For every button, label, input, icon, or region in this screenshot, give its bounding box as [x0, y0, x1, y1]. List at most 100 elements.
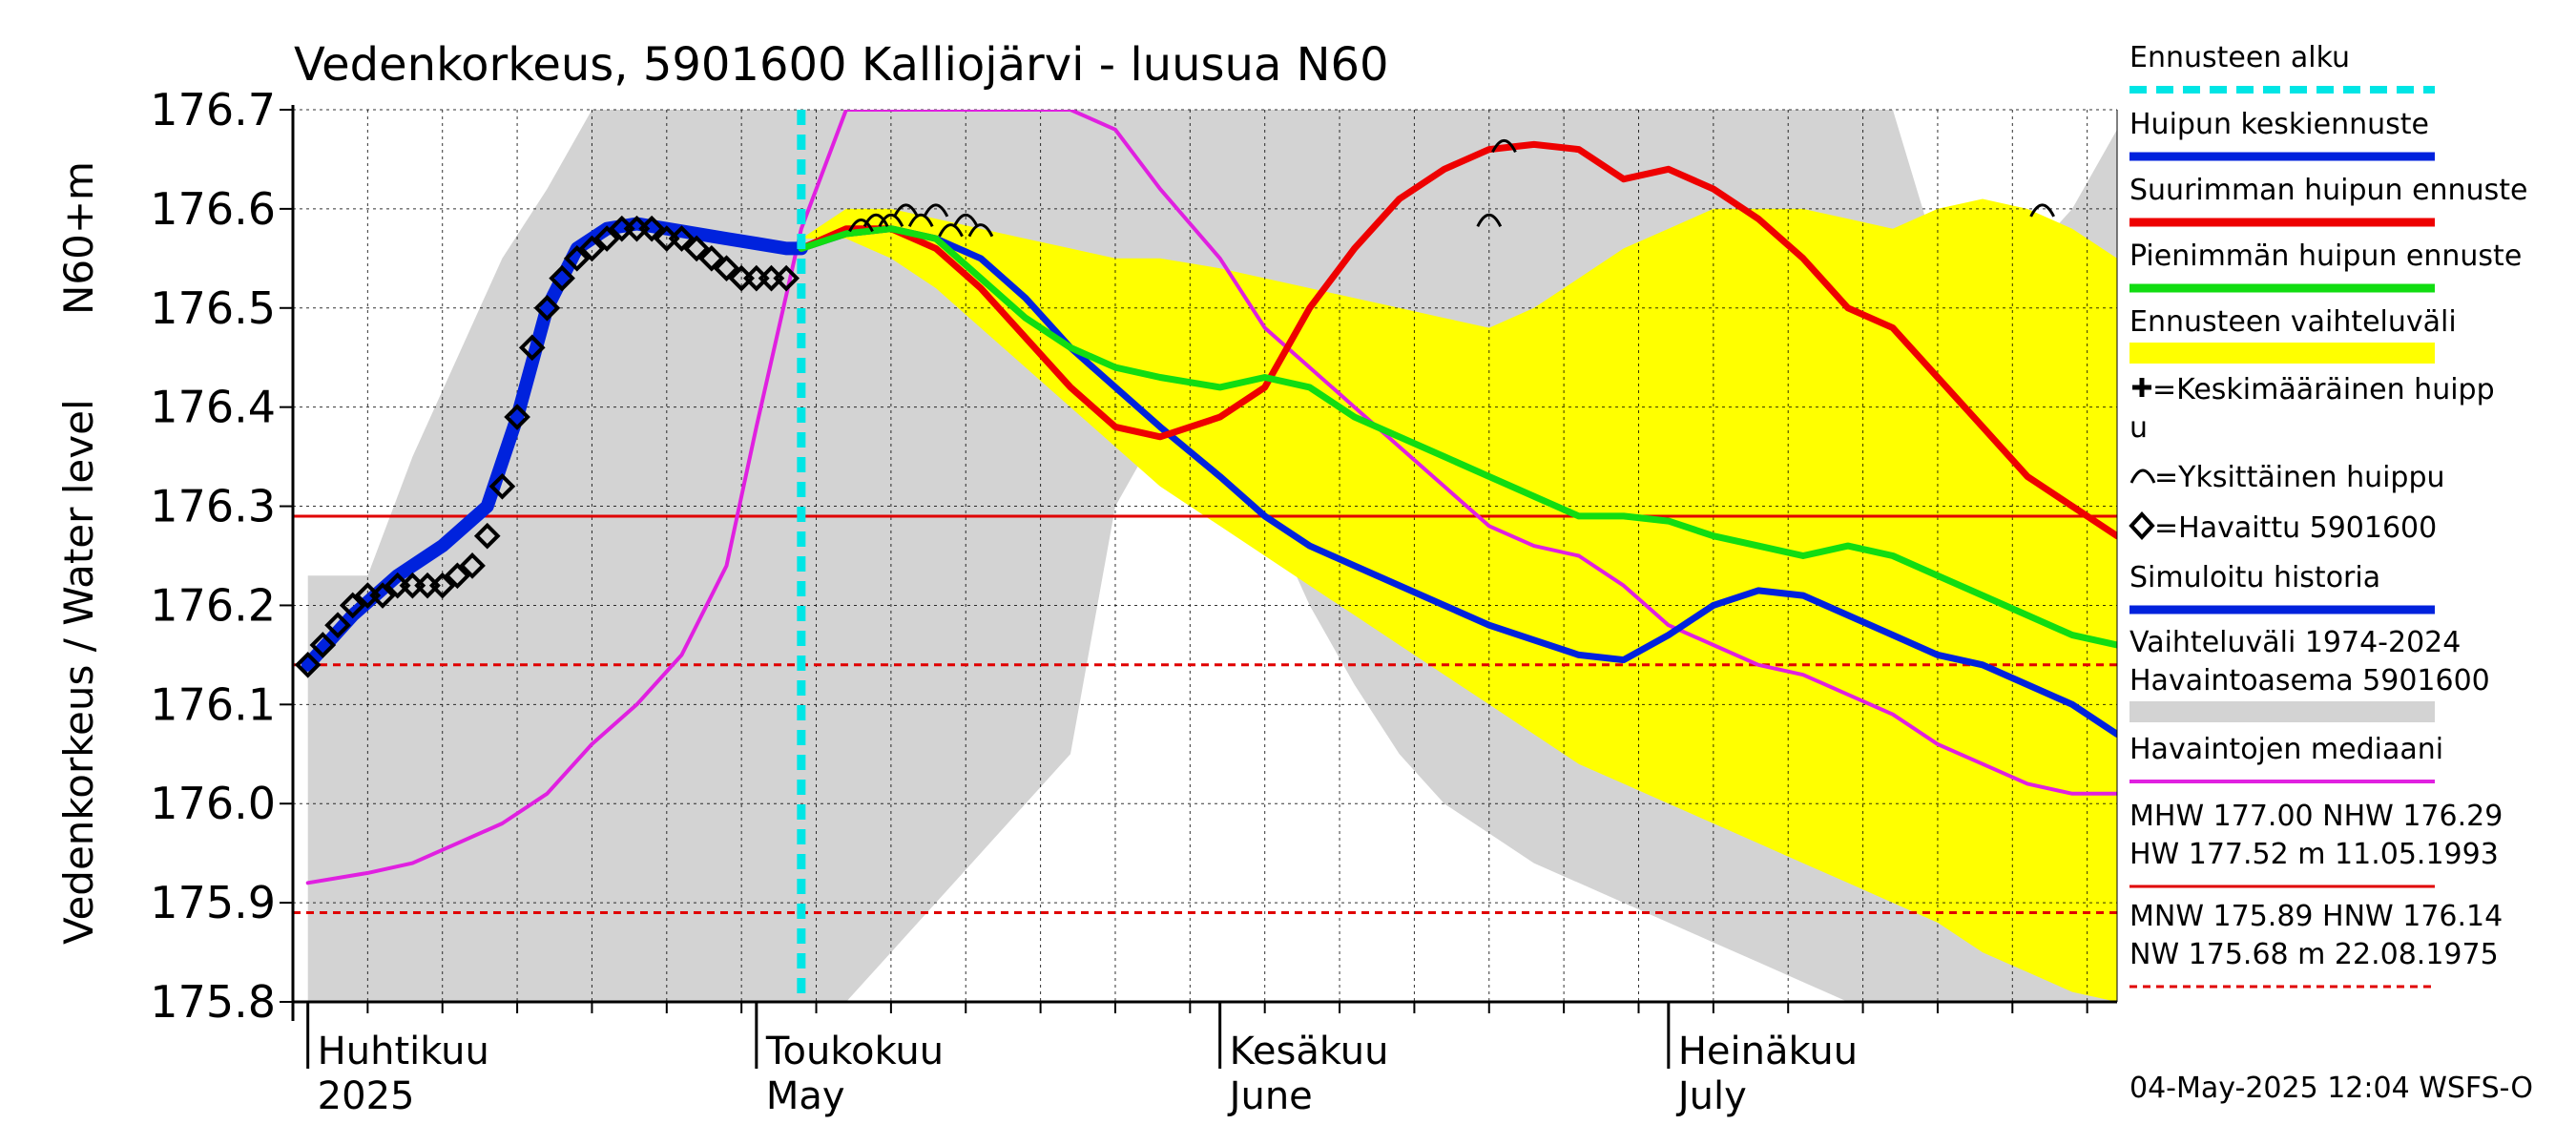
legend-label-2: Havaintoasema 5901600 [2129, 664, 2490, 697]
peak-mark [2029, 203, 2055, 218]
y-tick-label: 175.8 [150, 976, 276, 1028]
legend-label: Havaintojen mediaani [2129, 733, 2443, 766]
observed-point [324, 612, 351, 639]
legend-label: Suurimman huipun ennuste [2129, 174, 2527, 207]
peak-mark [862, 213, 889, 227]
observed-point [563, 245, 591, 272]
y-tick-label: 176.5 [150, 282, 276, 334]
observed-point [339, 592, 366, 619]
legend-swatch [2129, 343, 2435, 364]
peak-mark [938, 223, 964, 238]
legend-label: Huipun keskiennuste [2129, 108, 2429, 141]
observed-point [773, 264, 800, 292]
legend-label: =Yksittäinen huippu [2154, 461, 2445, 494]
month-label-fi: Toukokuu [765, 1030, 944, 1073]
series-pienimmän-huipun-ennuste [798, 225, 2117, 649]
month-label-fi: Kesäkuu [1230, 1030, 1389, 1073]
observed-point [697, 245, 725, 272]
legend-item: Vaihteluväli 1974-2024 Havaintoasema 590… [2129, 626, 2490, 722]
observed-point [593, 225, 620, 252]
observed-point [578, 235, 606, 262]
observed-point [713, 255, 740, 282]
legend-label-2: HW 177.52 m 11.05.1993 [2129, 838, 2499, 871]
peak-mark [878, 213, 904, 227]
legend-label: Vaihteluväli 1974-2024 [2129, 626, 2461, 659]
peak-mark [907, 213, 934, 227]
legend-label: Ennusteen alku [2129, 41, 2350, 74]
legend: Ennusteen alku Huipun keskiennuste Suurimm… [2129, 41, 2527, 989]
y-tick-label: 176.4 [150, 382, 276, 433]
legend-item: =Havaittu 5901600 [2129, 511, 2437, 545]
peak-mark [893, 203, 919, 218]
month-label-en: 2025 [318, 1074, 415, 1118]
legend-label: MHW 177.00 NHW 176.29 [2129, 800, 2503, 833]
observed-point [638, 215, 665, 242]
reference-lines [293, 514, 2117, 914]
y-tick-label: 176.7 [150, 84, 276, 135]
series-havaintojen-mediaani [305, 110, 2117, 885]
observed-point [459, 552, 486, 579]
series-suurimman-huipun-ennuste [798, 140, 2117, 540]
arc-icon [2129, 468, 2156, 484]
observed-point [683, 235, 710, 262]
legend-label: MNW 175.89 HNW 176.14 [2129, 900, 2503, 933]
legend-label: =Havaittu 5901600 [2154, 511, 2437, 545]
legend-label: Simuloitu historia [2129, 561, 2380, 594]
y-tick-label: 175.9 [150, 877, 276, 928]
observed-point [488, 472, 516, 500]
observed-point [518, 334, 546, 362]
legend-label-2: u [2129, 411, 2148, 445]
observed-point [504, 404, 530, 430]
legend-item: Suurimman huipun ennuste [2129, 174, 2527, 227]
observed-point [549, 264, 575, 292]
y-tick-label: 176.3 [150, 481, 276, 532]
y-tick-label: 176.2 [150, 579, 276, 631]
legend-label: Ennusteen vaihteluväli [2129, 305, 2457, 339]
observed-point [444, 562, 471, 590]
month-label-fi: Heinäkuu [1678, 1030, 1858, 1073]
legend-item: MHW 177.00 NHW 176.29 HW 177.52 m 11.05.1… [2129, 800, 2503, 888]
legend-label-2: NW 175.68 m 22.08.1975 [2129, 938, 2499, 971]
observed-point [533, 294, 561, 322]
observed-point [294, 651, 322, 678]
y-axis-unit: N60+m [55, 161, 102, 315]
axes: 175.8 175.9 176.0 176.1 176.2 176.3 176.4 176.5… [150, 84, 2118, 1118]
legend-item: Huipun keskiennuste [2129, 108, 2435, 161]
plus-icon [2132, 378, 2151, 397]
grid-lines [293, 109, 2117, 1003]
month-label-en: July [1675, 1074, 1747, 1118]
observed-point [309, 632, 337, 658]
legend-swatch [2129, 701, 2435, 722]
y-tick-label: 176.6 [150, 183, 276, 235]
legend-item: Havaintojen mediaani [2129, 733, 2443, 783]
peak-mark [848, 219, 874, 233]
legend-item: =Keskimääräinen huippu [2129, 373, 2495, 445]
legend-item: =Yksittäinen huippu [2129, 461, 2445, 494]
peak-mark [1476, 213, 1503, 227]
y-tick-label: 176.1 [150, 678, 276, 730]
y-tick-label: 176.0 [150, 778, 276, 829]
y-axis-label: Vedenkorkeus / Water level [55, 399, 102, 945]
peak-mark [952, 213, 979, 227]
observed-point [369, 582, 396, 609]
timestamp-footer: 04-May-2025 12:04 WSFS-O [2129, 1072, 2533, 1105]
series-huipun-keskiennuste [798, 225, 2117, 738]
legend-item: Ennusteen alku [2129, 41, 2435, 94]
legend-label: Pienimmän huipun ennuste [2129, 239, 2522, 273]
legend-item: Simuloitu historia [2129, 561, 2435, 614]
legend-label: =Keskimääräinen huipp [2152, 373, 2495, 406]
legend-item: Pienimmän huipun ennuste [2129, 239, 2522, 293]
peak-mark [967, 223, 994, 238]
month-label-en: May [766, 1074, 845, 1118]
observed-point [428, 572, 456, 599]
peak-mark [923, 203, 949, 218]
markers [294, 138, 2055, 678]
month-label-fi: Huhtikuu [318, 1030, 489, 1073]
observed-point [473, 522, 501, 550]
chart-title: Vedenkorkeus, 5901600 Kalliojärvi - luus… [294, 38, 1389, 92]
month-label-en: June [1227, 1074, 1313, 1118]
legend-item: Ennusteen vaihteluväli [2129, 305, 2457, 364]
diamond-icon [2129, 511, 2155, 540]
legend-item: MNW 175.89 HNW 176.14 NW 175.68 m 22.08.1… [2129, 900, 2503, 989]
